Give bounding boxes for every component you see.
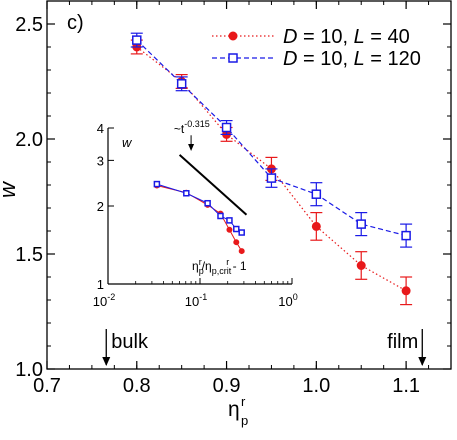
x-axis-label-sub: p bbox=[241, 413, 248, 428]
legend-entry-part: L bbox=[354, 26, 365, 48]
data-point bbox=[233, 239, 240, 246]
inset-x-label-part: p,crit bbox=[212, 266, 232, 276]
y-tick-label: 2.0 bbox=[15, 129, 43, 151]
inset-y-tick-label: 3 bbox=[97, 153, 104, 168]
legend-entry-part: L bbox=[354, 48, 365, 70]
data-point bbox=[228, 31, 238, 41]
data-point bbox=[233, 225, 240, 233]
fit-label-exp: -0.315 bbox=[184, 119, 210, 129]
legend: D = 10, L = 40D = 10, L = 120 bbox=[212, 26, 421, 70]
inset-x-tick-base: 10 bbox=[93, 294, 107, 309]
legend-entry-part: D bbox=[283, 26, 297, 48]
data-point bbox=[266, 173, 277, 183]
annotation-film: film bbox=[387, 329, 427, 366]
inset-series-line bbox=[156, 183, 242, 233]
inset-y-tick-label: 4 bbox=[97, 121, 104, 136]
data-point bbox=[238, 229, 245, 236]
data-point bbox=[238, 248, 245, 255]
annotation-label: bulk bbox=[111, 331, 149, 353]
data-point bbox=[132, 35, 142, 45]
inset-x-label-part: r bbox=[199, 257, 202, 267]
legend-entry-2: D = 10, L = 120 bbox=[283, 48, 421, 70]
fit-label: ~t-0.315 bbox=[174, 119, 210, 136]
x-axis-label: η bbox=[228, 398, 240, 421]
inset-x-tick-base: 10 bbox=[278, 294, 292, 309]
series-2 bbox=[130, 32, 413, 248]
annotation-arrowhead bbox=[418, 357, 427, 366]
inset-x-tick-exp: -1 bbox=[199, 292, 207, 302]
inset-series-2 bbox=[153, 180, 245, 236]
data-point bbox=[228, 53, 238, 63]
data-point bbox=[204, 199, 211, 207]
x-tick-label: 1.1 bbox=[392, 375, 420, 397]
data-point bbox=[356, 261, 366, 270]
inset-x-label-part: p bbox=[199, 266, 204, 276]
x-tick-label: 0.7 bbox=[33, 375, 61, 397]
inset-x-tick-base: 10 bbox=[185, 294, 199, 309]
legend-entry-part: = 10, bbox=[297, 48, 353, 70]
fit-label-base: ~t bbox=[174, 122, 185, 136]
data-point bbox=[226, 217, 233, 224]
annotation-arrowhead bbox=[102, 357, 111, 366]
data-point bbox=[311, 221, 321, 231]
legend-entry-part: = 40 bbox=[365, 26, 410, 48]
data-point bbox=[176, 79, 187, 89]
data-point bbox=[217, 212, 224, 220]
y-tick-label: 1.5 bbox=[15, 244, 43, 266]
inset-y-label: w bbox=[122, 135, 133, 150]
inset-x-tick-exp: -2 bbox=[107, 292, 115, 302]
legend-entry-part: = 120 bbox=[365, 48, 421, 70]
data-point bbox=[183, 189, 190, 197]
inset-y-tick-label: 2 bbox=[97, 199, 104, 214]
inset-y-tick-label: 1 bbox=[97, 277, 104, 292]
annotation-bulk: bulk bbox=[102, 329, 149, 366]
legend-entry-part: = 10, bbox=[297, 26, 353, 48]
x-axis-label-sup: r bbox=[241, 394, 246, 409]
fit-label-arrowhead bbox=[188, 143, 195, 151]
y-tick-label: 2.5 bbox=[15, 14, 43, 36]
inset-x-label-part: /η bbox=[202, 259, 212, 273]
inset-x-tick-label: 100 bbox=[278, 292, 297, 309]
data-point bbox=[401, 286, 411, 296]
inset-x-label-part: r bbox=[226, 257, 229, 267]
annotation-label: film bbox=[387, 331, 418, 353]
legend-entry-part: D bbox=[283, 48, 297, 70]
panel-label: c) bbox=[67, 12, 84, 34]
y-tick-label: 1.0 bbox=[15, 359, 43, 381]
data-point bbox=[401, 230, 411, 241]
main-plot-area: 0.7 0.8 0.9 1.0 1.1 1.0 1.5 2.0 2.5 bulk film bbox=[15, 0, 452, 397]
data-point bbox=[356, 219, 366, 229]
data-point bbox=[153, 180, 161, 188]
inset-x-label: ηpr/ηp,critr - 1 bbox=[192, 257, 247, 276]
x-tick-label: 1.0 bbox=[302, 375, 330, 397]
data-point bbox=[221, 122, 232, 133]
x-tick-label: 0.8 bbox=[123, 375, 151, 397]
inset-x-label-part: - 1 bbox=[229, 259, 247, 273]
y-axis-label: w bbox=[0, 180, 20, 198]
inset-x-tick-label: 10-2 bbox=[93, 292, 115, 309]
power-law-fit-line bbox=[178, 154, 248, 216]
inset-x-tick-exp: 0 bbox=[293, 292, 298, 302]
inset-x-label-part: η bbox=[192, 259, 199, 273]
legend-entry-1: D = 10, L = 40 bbox=[283, 26, 410, 48]
data-point bbox=[226, 226, 233, 233]
data-point bbox=[311, 189, 322, 199]
x-tick-label: 0.9 bbox=[213, 375, 241, 397]
inset-x-tick-label: 10-1 bbox=[185, 292, 207, 309]
